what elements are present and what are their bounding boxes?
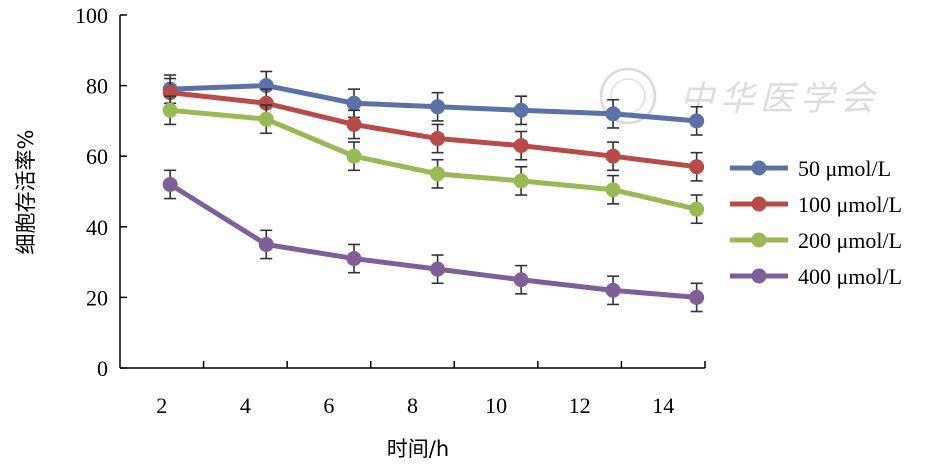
data-point [513,138,529,154]
data-point [605,282,621,298]
x-tick-label: 2 [156,393,167,418]
y-tick-label: 0 [97,356,108,381]
legend-item: 400 μmol/L [730,264,902,289]
data-point [689,159,705,175]
data-point [689,289,705,305]
legend-label: 50 μmol/L [798,156,891,181]
legend: 50 μmol/L 100 μmol/L 200 μmol/L 400 μmol/L [730,156,902,289]
series-3 [162,169,705,313]
data-point [605,148,621,164]
legend-marker [751,160,767,176]
legend-item: 100 μmol/L [730,192,902,217]
series-2 [162,95,705,225]
watermark: 中华医学会 [599,67,880,125]
data-point [346,251,362,267]
series-layer [162,70,705,313]
data-point [258,95,274,111]
watermark-seal-icon [599,67,657,125]
watermark-text: 中华医学会 [680,79,880,119]
y-tick-label: 40 [86,215,108,240]
data-point [689,113,705,129]
legend-label: 400 μmol/L [798,264,902,289]
data-point [346,95,362,111]
x-tick-label: 10 [485,393,507,418]
data-point [513,173,529,189]
data-point [346,148,362,164]
data-point [430,261,446,277]
legend-marker [751,196,767,212]
data-point [513,272,529,288]
data-point [162,176,178,192]
legend-item: 200 μmol/L [730,228,902,253]
y-tick-label: 80 [86,74,108,99]
data-point [605,182,621,198]
data-point [258,111,274,127]
x-tick-label: 4 [240,393,251,418]
x-tick-label: 12 [569,393,591,418]
data-point [258,236,274,252]
x-axis-title: 时间/h [387,437,449,461]
legend-item: 50 μmol/L [730,156,891,181]
x-tick-label: 14 [652,393,674,418]
data-point [513,102,529,118]
data-point [605,106,621,122]
data-point [689,201,705,217]
x-tick-label: 8 [407,393,418,418]
x-tick-label: 6 [323,393,334,418]
legend-label: 200 μmol/L [798,228,902,253]
y-tick-label: 60 [86,144,108,169]
y-axis-title: 细胞存活率% [14,130,38,255]
data-point [162,102,178,118]
series-line [168,182,697,300]
legend-marker [751,232,767,248]
y-tick-label: 100 [75,3,108,28]
y-tick-label: 20 [86,285,108,310]
series-1 [162,77,705,182]
legend-marker [751,268,767,284]
data-point [430,166,446,182]
data-point [430,131,446,147]
data-point [346,116,362,132]
axes: 0 20 40 60 80 100 2 4 6 8 10 12 14 [75,3,706,418]
legend-label: 100 μmol/L [798,192,902,217]
data-point [430,99,446,115]
